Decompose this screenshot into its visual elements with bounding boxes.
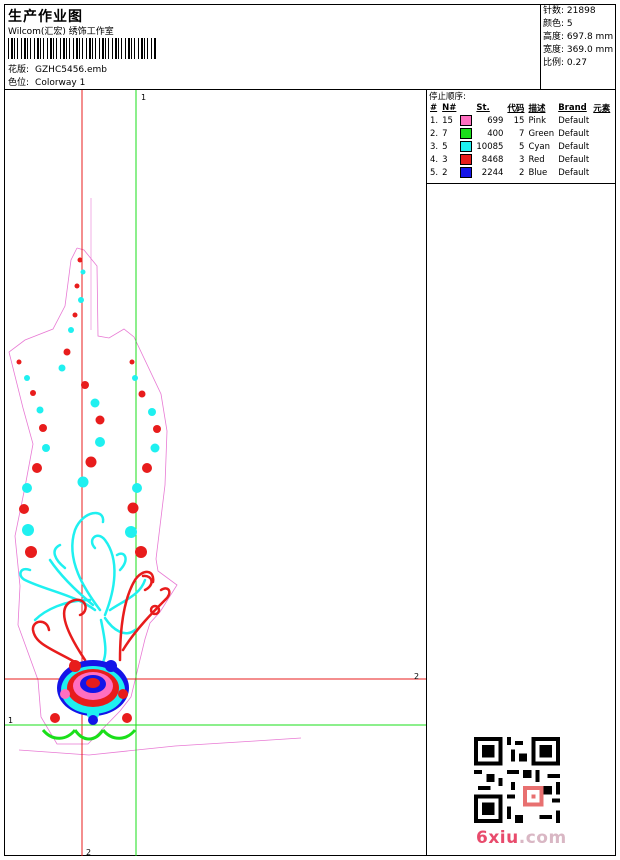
- watermark: 6xiu.com: [476, 828, 567, 848]
- outline-tail: [18, 737, 302, 756]
- colorway-value: Colorway 1: [35, 78, 86, 88]
- table-row: 3. 5 10085 5 Cyan Default: [430, 141, 590, 152]
- barcode: [8, 38, 156, 59]
- guide-label-v2: 2: [86, 848, 91, 856]
- design-row: 花版: GZHC5456.emb: [8, 62, 107, 75]
- page-title: 生产作业图: [8, 9, 83, 25]
- company-name: Wilcom(汇宏) 绣饰工作室: [8, 27, 114, 37]
- stat-scale: 比例: 0.27: [543, 58, 587, 68]
- green-leaves: [41, 728, 137, 741]
- stop-sequence-title: 停止顺序:: [429, 92, 466, 102]
- stop-sequence-panel: 停止顺序: # N# St. 代码 描述 Brand 元素 1. 15 699 15…: [427, 89, 616, 184]
- embroidery-preview: 1 2 1 2: [5, 90, 426, 857]
- stat-colors: 颜色: 5: [543, 19, 573, 29]
- stat-height: 高度: 697.8 mm: [543, 32, 614, 42]
- stat-width: 宽度: 369.0 mm: [543, 45, 614, 55]
- swatch-cyan: [460, 141, 473, 152]
- red-scrollwork: [31, 570, 171, 667]
- flower-motif: [50, 660, 132, 725]
- production-sheet: 生产作业图 Wilcom(汇宏) 绣饰工作室 花版: GZHC5456.emb 色…: [4, 4, 616, 857]
- table-row: 2. 7 400 7 Green Default: [430, 128, 590, 139]
- table-row: 5. 2 2244 2 Blue Default: [430, 167, 590, 178]
- side-panel: 停止顺序: # N# St. 代码 描述 Brand 元素 1. 15 699 15…: [426, 89, 616, 855]
- stop-sequence-table: # N# St. 代码 描述 Brand 元素 1. 15 699 15 Pink D…: [428, 101, 612, 179]
- design-canvas: 1 2 1 2: [5, 90, 426, 857]
- swatch-green: [460, 128, 473, 139]
- table-row: 4. 3 8468 3 Red Default: [430, 154, 590, 165]
- colorway-label: 色位:: [8, 78, 30, 88]
- outline-path: [8, 247, 178, 745]
- design-label: 花版:: [8, 65, 30, 75]
- table-header: # N# St. 代码 描述 Brand 元素: [430, 102, 611, 114]
- stats-panel: 针数: 21898 颜色: 5 高度: 697.8 mm 宽度: 369.0 m…: [541, 5, 615, 70]
- guide-label-h1: 1: [8, 716, 13, 725]
- colorway-row: 色位: Colorway 1: [8, 75, 85, 88]
- swatch-red: [460, 154, 473, 165]
- guide-label-h2: 2: [414, 672, 419, 681]
- design-file: GZHC5456.emb: [35, 65, 108, 75]
- qr-code-icon: [474, 737, 560, 823]
- swatch-pink: [460, 115, 473, 126]
- stat-stitches: 针数: 21898: [543, 6, 596, 16]
- dot-pattern: [16, 257, 161, 558]
- swatch-blue: [460, 167, 473, 178]
- header: 生产作业图 Wilcom(汇宏) 绣饰工作室 花版: GZHC5456.emb 色…: [5, 5, 615, 90]
- header-info: 生产作业图 Wilcom(汇宏) 绣饰工作室 花版: GZHC5456.emb 色…: [5, 5, 541, 89]
- guide-label-v1: 1: [141, 93, 146, 102]
- table-row: 1. 15 699 15 Pink Default: [430, 115, 590, 126]
